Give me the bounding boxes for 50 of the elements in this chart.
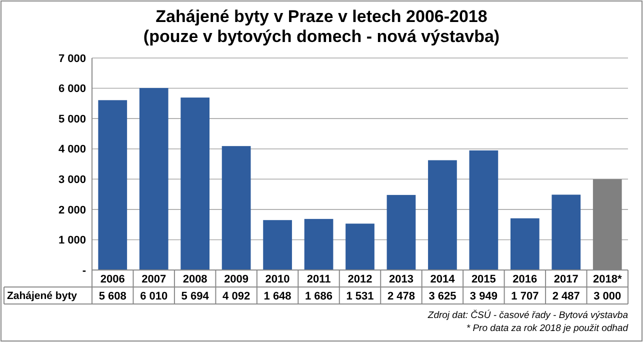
x-tick-label: 2015 xyxy=(471,273,496,286)
x-tick-label: 2009 xyxy=(224,273,249,286)
y-tick-label: 2 000 xyxy=(58,204,86,216)
data-label: 3 625 xyxy=(428,290,456,302)
x-tick-label: 2013 xyxy=(388,273,414,286)
data-label: 4 092 xyxy=(222,290,250,302)
data-label: 5 608 xyxy=(98,290,126,302)
data-label: 6 010 xyxy=(140,290,168,302)
data-label: 1 531 xyxy=(346,290,374,302)
bar xyxy=(469,150,498,270)
bar xyxy=(263,220,292,270)
data-label: 2 478 xyxy=(387,290,415,302)
x-tick-label: 2007 xyxy=(142,273,166,286)
data-label: 1 686 xyxy=(305,290,333,302)
chart-title: Zahájené byty v Praze v letech 2006-2018 (pouze v bytových domech - nová výstavba) xyxy=(143,7,500,46)
bar xyxy=(346,224,374,270)
bar xyxy=(304,218,334,270)
data-label: 3 000 xyxy=(594,290,622,302)
x-tick-label: 2014 xyxy=(430,273,456,286)
y-tick-label: 5 000 xyxy=(58,113,86,126)
x-tick-label: 2011 xyxy=(306,273,331,286)
data-label: 1 707 xyxy=(511,290,539,302)
x-tick-label: 2016 xyxy=(512,273,538,286)
y-tick-label: 4 000 xyxy=(58,144,86,156)
y-tick-label: 6 000 xyxy=(58,83,86,96)
x-tick-label: 2017 xyxy=(554,273,578,286)
legend-label: Zahájené byty xyxy=(7,290,78,302)
bar xyxy=(180,98,210,270)
x-tick-label: 2010 xyxy=(265,273,290,286)
bar xyxy=(510,218,540,270)
x-tick-label: 2008 xyxy=(182,273,208,286)
bar xyxy=(552,194,581,270)
bar xyxy=(386,194,416,270)
bar xyxy=(139,88,168,270)
text: * Pro data za rok 2018 je použit odhad xyxy=(466,323,629,334)
data-label: 2 487 xyxy=(552,290,580,302)
y-tick-label: - xyxy=(82,264,86,277)
y-tick-label: 1 000 xyxy=(58,234,86,247)
data-label: 1 648 xyxy=(264,290,292,302)
x-tick-label: 2012 xyxy=(348,273,372,286)
x-tick-label: 2006 xyxy=(100,273,125,286)
y-tick-label: 3 000 xyxy=(58,174,86,186)
bar xyxy=(428,160,457,270)
text: Zdroj dat: ČSÚ - časové řady - Bytová výstavba xyxy=(426,309,628,321)
data-label: 5 694 xyxy=(181,290,210,302)
data-label: 3 949 xyxy=(470,290,498,302)
bar xyxy=(98,100,128,270)
bar xyxy=(222,146,251,270)
y-tick-label: 7 000 xyxy=(58,52,86,65)
x-tick-label: 2018* xyxy=(593,273,622,286)
